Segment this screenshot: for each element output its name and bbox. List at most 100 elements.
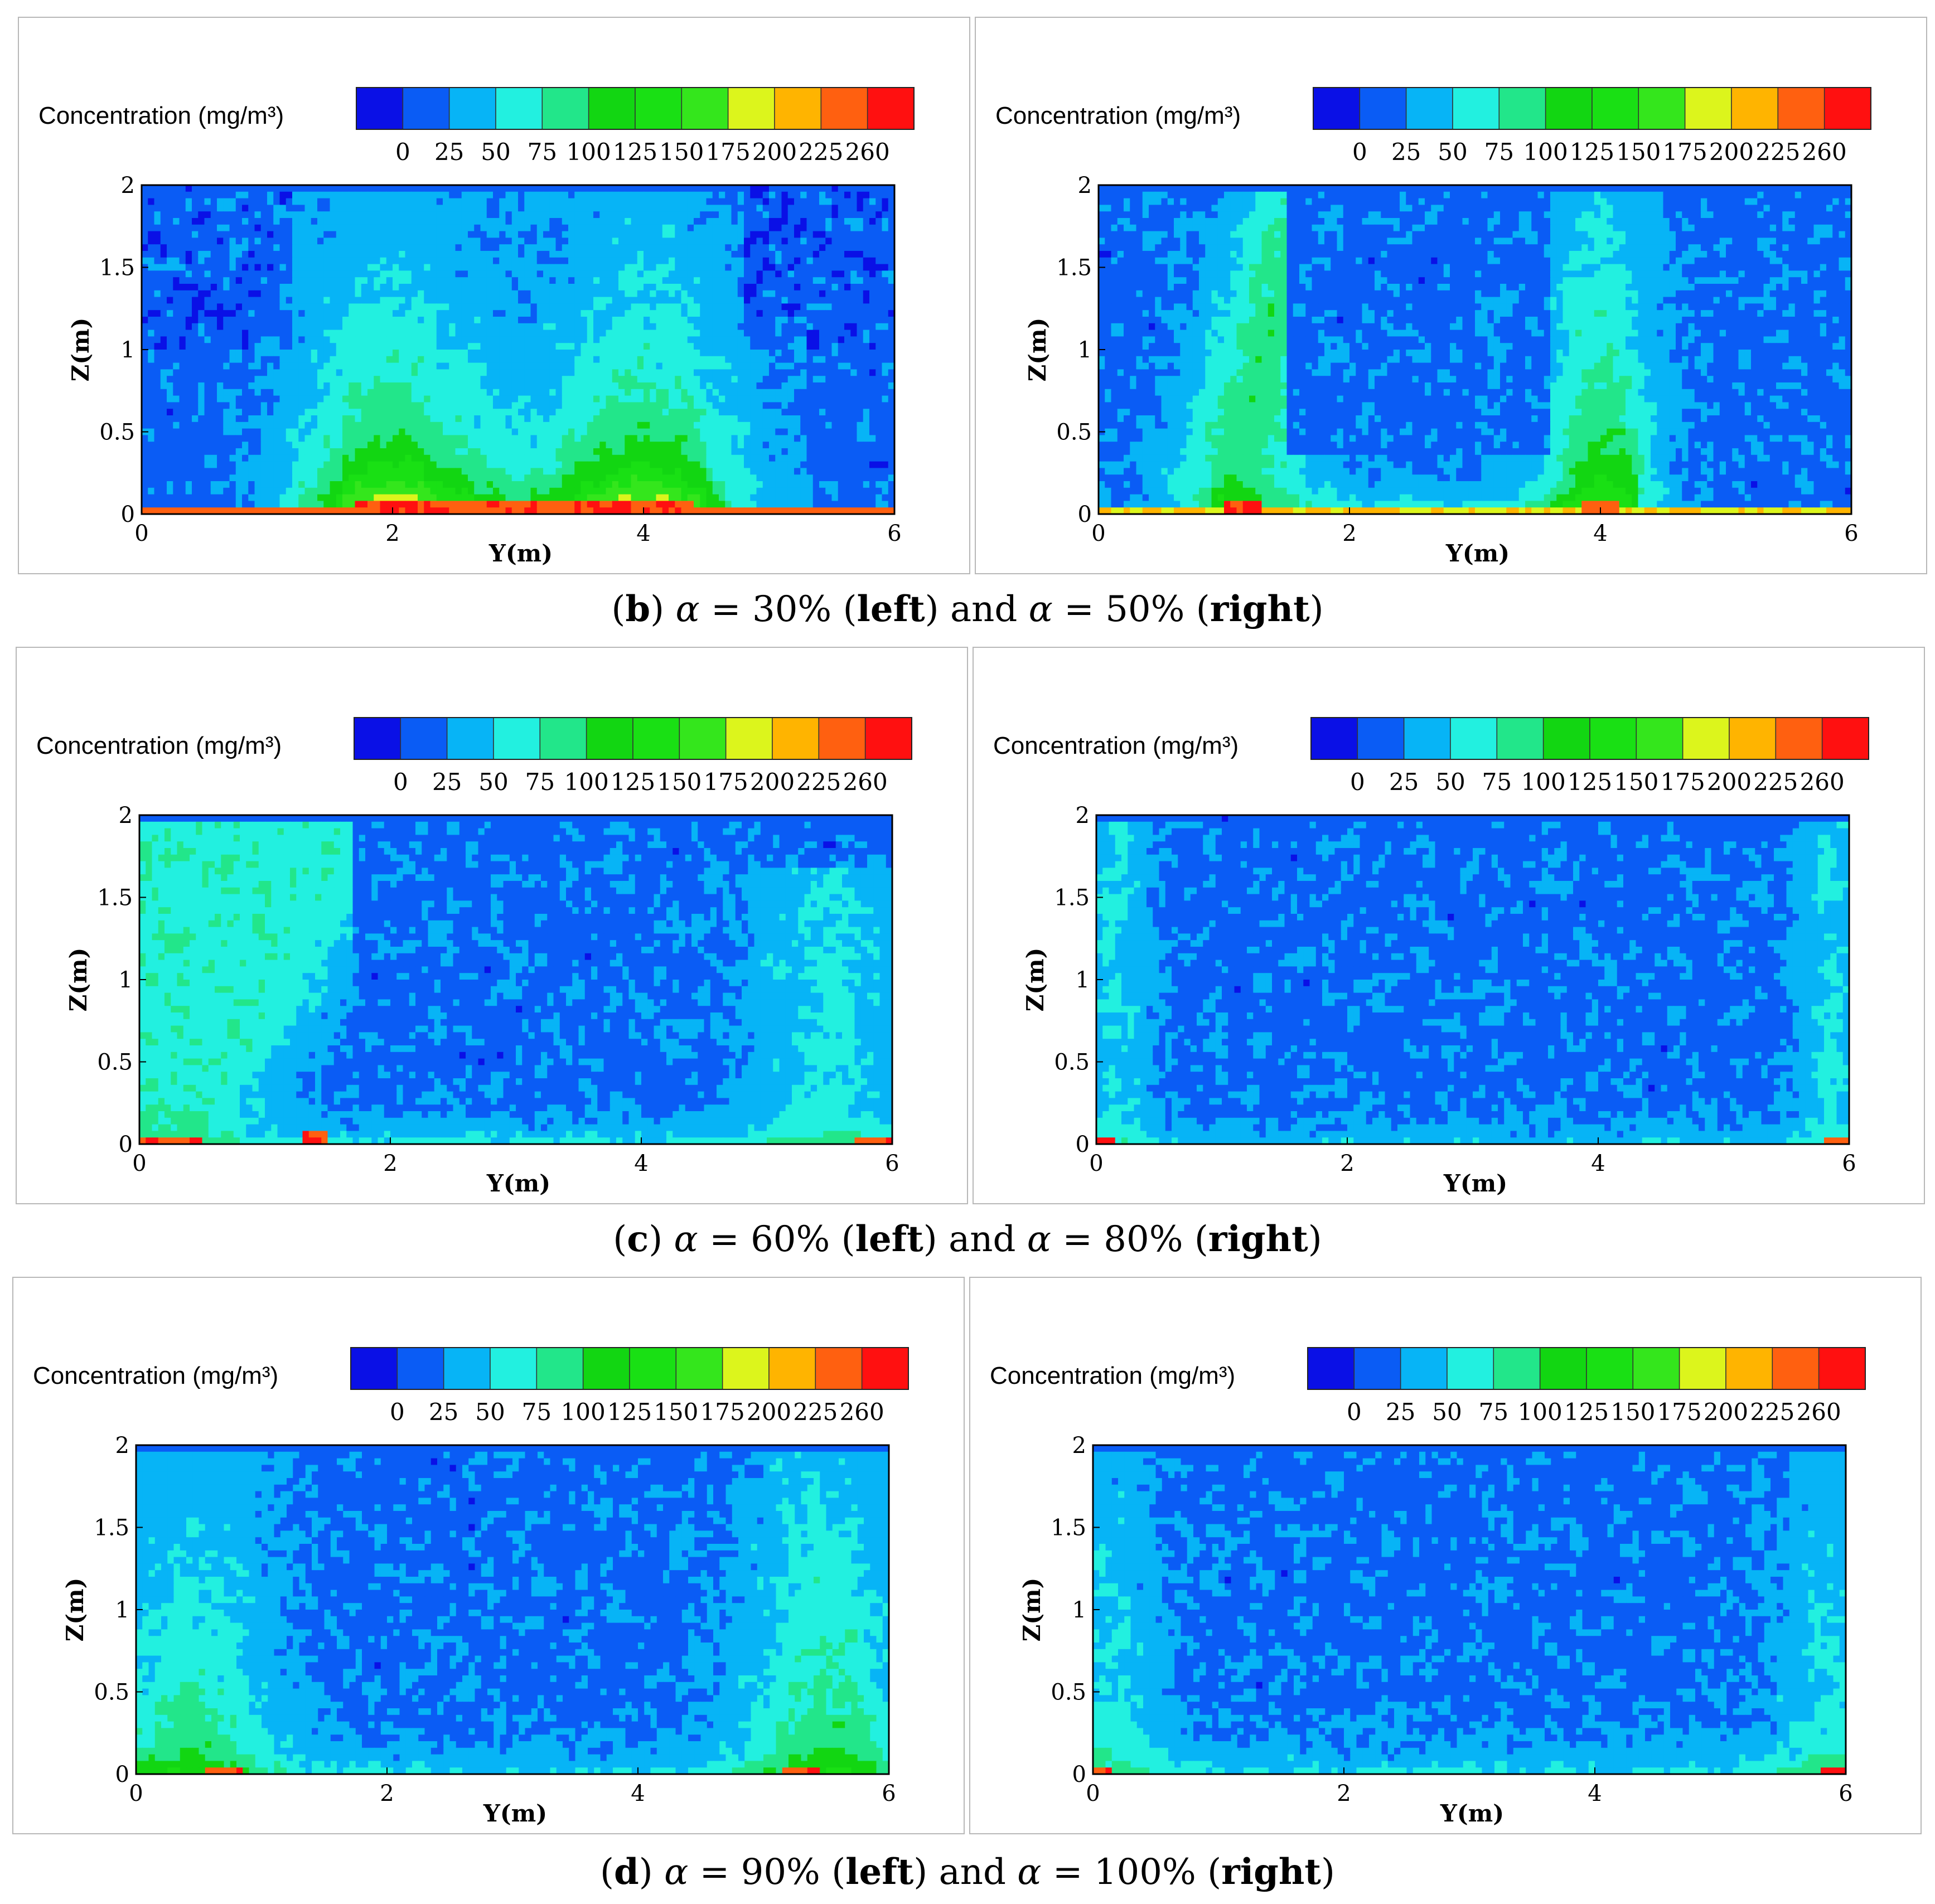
- contour-cell: [248, 382, 255, 390]
- contour-cell: [555, 277, 563, 284]
- contour-cell: [198, 395, 205, 403]
- contour-cell: [461, 211, 468, 219]
- contour-cell: [812, 415, 820, 423]
- contour-cell: [330, 435, 337, 442]
- contour-cell: [593, 191, 600, 199]
- contour-cell: [411, 198, 418, 205]
- contour-cell: [725, 362, 732, 370]
- contour-cell: [825, 244, 833, 251]
- contour-cell: [511, 376, 519, 383]
- contour-cell: [486, 442, 494, 449]
- contour-cell: [599, 205, 607, 212]
- contour-cell: [838, 218, 845, 225]
- contour-cell: [185, 224, 192, 232]
- contour-cell: [762, 336, 770, 343]
- contour-cell: [505, 376, 512, 383]
- contour-cell: [681, 409, 688, 416]
- contour-cell: [279, 435, 287, 442]
- contour-cell: [831, 395, 839, 403]
- contour-cell: [317, 454, 324, 462]
- contour-cell: [185, 448, 192, 456]
- contour-cell: [850, 303, 858, 311]
- contour-cell: [160, 362, 167, 370]
- contour-cell: [744, 231, 751, 238]
- contour-cell: [367, 198, 374, 205]
- contour-cell: [173, 369, 180, 376]
- contour-cell: [869, 435, 876, 442]
- contour-cell: [499, 435, 506, 442]
- contour-cell: [267, 356, 274, 364]
- contour-cell: [794, 264, 801, 271]
- contour-cell: [712, 251, 719, 258]
- contour-cell: [461, 395, 468, 403]
- contour-cell: [142, 290, 148, 298]
- contour-cell: [737, 310, 744, 317]
- contour-cell: [637, 376, 644, 383]
- contour-cell: [167, 409, 173, 416]
- contour-cell: [518, 336, 525, 343]
- contour-cell: [587, 317, 594, 324]
- contour-cell: [687, 448, 694, 456]
- contour-cell: [198, 343, 205, 350]
- contour-cell: [154, 369, 161, 376]
- contour-cell: [675, 238, 682, 245]
- contour-cell: [443, 277, 449, 284]
- contour-cell: [706, 369, 713, 376]
- contour-cell: [574, 191, 582, 199]
- contour-cell: [223, 369, 230, 376]
- contour-cell: [706, 323, 713, 331]
- contour-cell: [637, 448, 644, 456]
- contour-cell: [568, 435, 575, 442]
- contour-cell: [179, 198, 186, 205]
- contour-cell: [292, 284, 299, 291]
- contour-cell: [574, 409, 582, 416]
- contour-cell: [217, 264, 224, 271]
- contour-cell: [210, 454, 217, 462]
- contour-cell: [719, 198, 725, 205]
- contour-cell: [336, 382, 343, 390]
- contour-cell: [192, 257, 199, 265]
- contour-cell: [242, 277, 249, 284]
- contour-cell: [719, 362, 725, 370]
- contour-cell: [737, 317, 744, 324]
- contour-cell: [806, 369, 814, 376]
- contour-cell: [499, 211, 506, 219]
- contour-cell: [298, 205, 306, 212]
- contour-cell: [179, 238, 186, 245]
- contour-cell: [662, 264, 669, 271]
- contour-cell: [794, 428, 801, 435]
- contour-cell: [606, 270, 613, 278]
- contour-cell: [511, 290, 519, 298]
- contour-cell: [787, 395, 795, 403]
- contour-cell: [505, 350, 512, 357]
- contour-cell: [480, 238, 487, 245]
- contour-cell: [499, 369, 506, 376]
- contour-cell: [787, 238, 795, 245]
- contour-cell: [775, 264, 782, 271]
- contour-cell: [361, 244, 368, 251]
- contour-cell: [260, 224, 268, 232]
- contour-cell: [787, 277, 795, 284]
- contour-cell: [606, 409, 613, 416]
- contour-cell: [499, 284, 506, 291]
- contour-cell: [235, 257, 243, 265]
- contour-cell: [700, 389, 707, 396]
- contour-cell: [737, 435, 744, 442]
- contour-cell: [160, 257, 167, 265]
- contour-cell: [857, 244, 864, 251]
- contour-cell: [875, 356, 883, 364]
- contour-cell: [493, 448, 500, 456]
- contour-cell: [737, 369, 744, 376]
- contour-cell: [669, 330, 675, 337]
- contour-cell: [430, 218, 437, 225]
- contour-cell: [687, 402, 694, 409]
- contour-cell: [511, 191, 519, 199]
- contour-cell: [342, 317, 349, 324]
- contour-cell: [580, 303, 588, 311]
- contour-cell: [499, 343, 506, 350]
- contour-cell: [210, 448, 217, 456]
- contour-cell: [800, 297, 807, 304]
- contour-cell: [625, 257, 632, 265]
- contour-cell: [662, 343, 669, 350]
- contour-cell: [367, 185, 374, 192]
